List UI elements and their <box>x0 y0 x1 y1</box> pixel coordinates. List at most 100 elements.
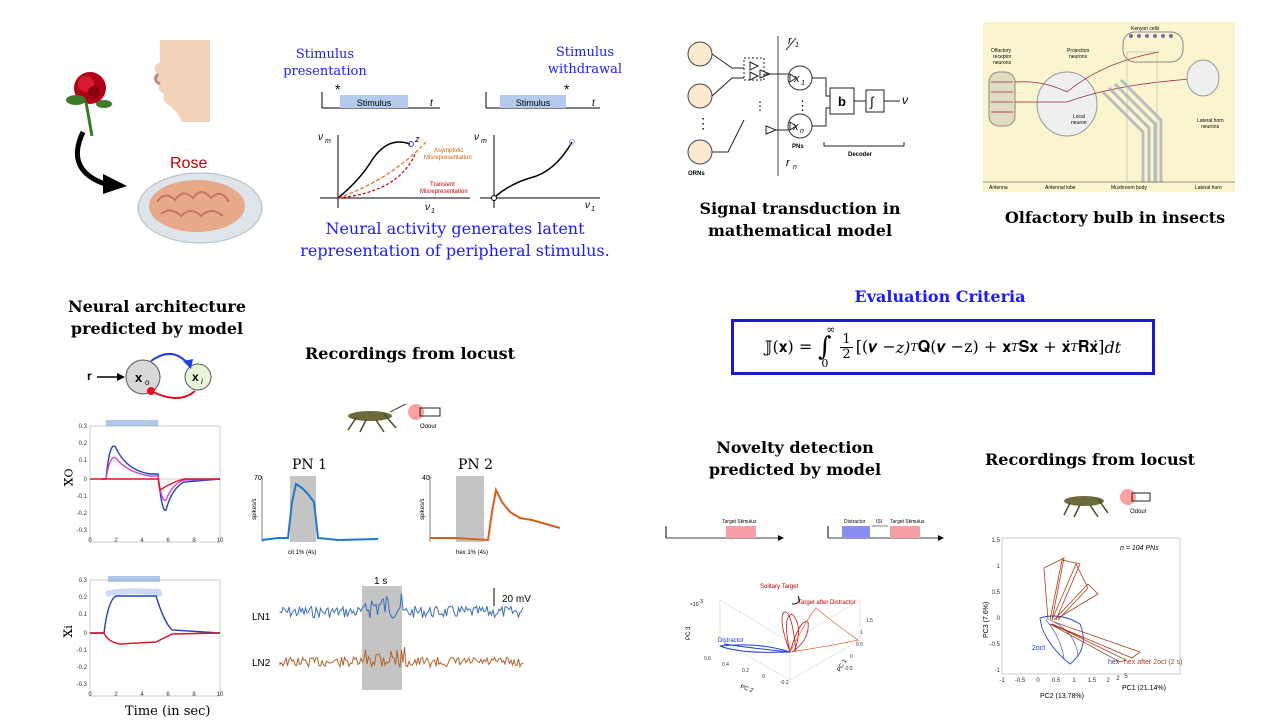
time-xlabel: Time (in sec) <box>125 704 211 719</box>
pc1-tick: 1 <box>860 630 863 636</box>
pn1-xlabel: cit 1% (4s) <box>288 550 316 556</box>
odour-label-1: Odour <box>420 424 437 430</box>
xtick: 0 <box>88 538 92 544</box>
signal-model-diagram: ⋮ ORNs ⋮ r 1 r n x 1 x n ⋮ PNs b ∫ ν Dec… <box>687 35 908 177</box>
pca-xtick: 1 <box>1072 678 1076 684</box>
pc2-axis-label: PC2 (13.78%) <box>1040 693 1084 700</box>
locust-title-2: Recordings from locust <box>985 450 1195 469</box>
xtick: 0 <box>88 692 92 698</box>
scale-mv-label: 20 mV <box>502 594 531 605</box>
pn1-ytick: 70 <box>254 475 262 482</box>
pc3-axis-label: PC3 (7.6%) <box>983 602 990 638</box>
x1-sub: 1 <box>801 80 805 87</box>
r-input-label: r <box>87 369 92 383</box>
x0-sub: o <box>145 378 150 387</box>
xtick: 8 <box>192 692 196 698</box>
stimulus-duration-bar <box>106 420 158 426</box>
target-stimulus-label-2: Target Stimulus <box>890 519 925 525</box>
exp-sup: -3 <box>698 599 703 605</box>
olfactory-caption: Olfactory bulb in insects <box>1004 208 1226 227</box>
arch-caption: Neural architecture predicted by model <box>67 297 247 338</box>
nu-1-label-2: ν <box>585 200 590 211</box>
ln1-label: LN1 <box>252 612 271 623</box>
ytick: -0.3 <box>77 682 88 688</box>
scale-time-label: 1 s <box>374 576 387 587</box>
pca-xtick: 2 <box>1106 678 1110 684</box>
xo-ylabel: xO <box>58 468 77 486</box>
novelty-timelines: Target Stimulus Distractor ISI Target St… <box>665 519 944 541</box>
antenna-label: Antenna <box>989 185 1008 191</box>
pn2-ylabel: spikes/s <box>420 498 426 520</box>
asymptotic-curve <box>337 141 427 199</box>
ytick: -0.1 <box>77 648 88 654</box>
stimulus-withdrawal-label: Stimulus withdrawal <box>547 45 623 77</box>
xi-blue-trace <box>90 595 221 634</box>
pn1-label: PN 1 <box>292 457 328 473</box>
distractor-plot-label: Distractor <box>718 638 744 644</box>
xtick: 2 <box>114 692 118 698</box>
xtick: 10 <box>217 538 224 544</box>
pc1-tick: 1.5 <box>866 618 873 624</box>
asymptotic-label: Asymptotic Misrepresentation <box>424 148 472 161</box>
eq-body-b: z) <box>895 337 911 357</box>
xo-blue-trace <box>102 445 221 512</box>
xi-sub: i <box>201 377 203 386</box>
pn-dots: ⋮ <box>796 98 809 113</box>
ytick: 0.2 <box>79 441 88 447</box>
eq-dt: dt <box>1104 337 1122 357</box>
syn-dots: ⋮ <box>754 99 766 113</box>
ln1-trace <box>279 593 524 620</box>
rose-smell-illustration <box>50 40 230 140</box>
eq-sub: 0 <box>821 357 829 370</box>
xtick: 8 <box>192 538 196 544</box>
pc2-tick: 0.6 <box>704 656 711 662</box>
pc2-label: PC 2 <box>739 684 754 694</box>
exp-label: ×10-3 <box>690 599 703 608</box>
pc1-axis-label: PC1 (21.14%) <box>1122 685 1166 692</box>
novelty-caption: Novelty detection predicted by model <box>708 438 882 479</box>
stimulus-presentation-label: Stimulus presentation <box>283 47 367 79</box>
distractor-trajectory <box>719 644 791 653</box>
odour-label-2: Odour <box>1130 509 1147 515</box>
eq-lhs: 𝕁(𝐱) = <box>764 337 813 356</box>
pn-psth-plots: 70 spikes/s cit 1% (4s) 40 spikes/s hex … <box>252 475 561 556</box>
eq-body-f: 𝐑𝐱̇] <box>1077 337 1105 356</box>
nu-1-sub: 1 <box>431 208 435 215</box>
pca-ytick: 0.5 <box>992 590 1001 596</box>
rn-sub: n <box>793 164 797 171</box>
pn2-trace <box>430 486 561 542</box>
pn2-label: PN 2 <box>458 457 494 473</box>
x0-node <box>125 359 161 395</box>
xi-ylabel-sub: i <box>61 625 75 629</box>
xi-label: x <box>192 370 199 384</box>
stimulus-bar <box>340 95 408 108</box>
xi-node <box>184 363 212 391</box>
xo-plot: 0.3 0.2 0.1 0 -0.1 -0.2 -0.3 0 2 4 6 8 1… <box>60 418 230 548</box>
orns-label: ORNs <box>688 171 705 177</box>
eval-title: Evaluation Criteria <box>854 287 1026 306</box>
t-label: t <box>430 98 434 109</box>
pc1-tick: 0 <box>850 654 853 660</box>
locust-title-1: Recordings from locust <box>305 344 515 363</box>
xo-pink-trace <box>102 456 221 502</box>
xtick: 2 <box>114 538 118 544</box>
pca-xtick: 0.5 <box>1052 678 1061 684</box>
lateral-horn-neurons-label: Lateral horn neurons <box>1197 118 1224 130</box>
xn-label: x <box>792 121 799 133</box>
r1-sub: 1 <box>795 42 799 49</box>
odour-glow <box>408 404 424 420</box>
xtick: 4 <box>140 538 144 544</box>
hex-label: hex <box>1108 659 1120 666</box>
curved-arrow-icon <box>65 130 135 204</box>
lateral-horn-label: Lateral horn <box>1195 185 1222 191</box>
pc3-label: PC 3 <box>686 626 692 640</box>
nu-m-sub: m <box>325 138 331 145</box>
ln2-trace <box>279 647 524 669</box>
ytick: 0.3 <box>79 424 88 430</box>
pca-xtick: -0.5 <box>1015 678 1026 684</box>
return-trajectory <box>495 141 573 197</box>
novelty-3d-plot: Solitary Target Target after Distractor … <box>686 584 873 695</box>
isi-label: ISI <box>876 519 882 525</box>
solitary-label: Solitary Target <box>760 584 799 590</box>
r1-label: r <box>788 35 793 47</box>
